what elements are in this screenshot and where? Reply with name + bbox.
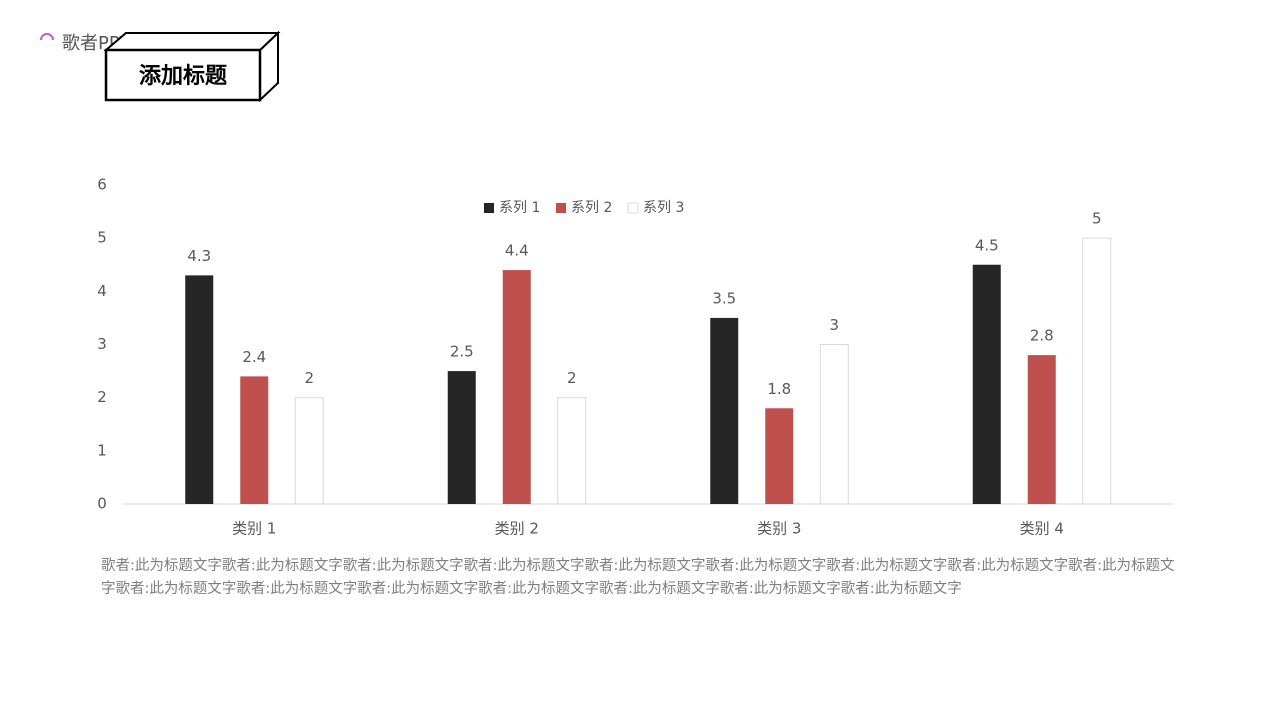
chart: 0 1 2 3 4 5 6 4.3 2.4 2 类别 1 2.5 4.4 2 类别 2 3.5 1.8 3 类别 3…	[97, 176, 1173, 538]
y-tick-label: 4	[97, 282, 107, 300]
music-microphone-icon	[39, 32, 55, 54]
data-label: 2.4	[242, 348, 266, 366]
data-label: 4.3	[187, 247, 211, 265]
data-label: 4.4	[505, 242, 529, 260]
data-label: 3	[829, 316, 839, 334]
bar-chart: 0 1 2 3 4 5 6 4.3 2.4 2 类别 1 2.5 4.4 2 类别 2 3.5 1.8 3 类别 3…	[97, 176, 1173, 538]
data-label: 3.5	[712, 289, 736, 307]
x-tick-label: 类别 1	[232, 520, 276, 538]
legend-label: 系列 2	[571, 200, 612, 216]
x-tick-label: 类别 3	[757, 520, 801, 538]
legend-swatch	[627, 202, 639, 214]
y-tick-label: 2	[97, 388, 107, 406]
y-tick-label: 5	[97, 229, 107, 247]
legend-label: 系列 3	[643, 200, 684, 216]
bar	[502, 270, 531, 504]
title-box-3d-frame	[104, 30, 281, 102]
bar	[447, 371, 476, 504]
data-label: 2.5	[450, 343, 474, 361]
bar	[819, 344, 849, 505]
data-label: 2	[304, 369, 314, 387]
page-title: 添加标题	[138, 64, 227, 89]
y-tick-label: 3	[97, 335, 107, 353]
legend-label: 系列 1	[499, 200, 540, 216]
bar	[1027, 355, 1056, 504]
y-tick-label: 1	[97, 441, 107, 459]
data-label: 4.5	[975, 236, 999, 254]
legend-swatch	[484, 203, 494, 213]
x-tick-label: 类别 4	[1020, 520, 1064, 538]
y-tick-label: 6	[97, 176, 107, 194]
data-label: 1.8	[767, 380, 791, 398]
bar	[557, 397, 587, 505]
bar	[972, 264, 1001, 504]
bar	[1082, 237, 1112, 505]
data-label: 5	[1092, 210, 1102, 228]
description-text: 歌者:此为标题文字歌者:此为标题文字歌者:此为标题文字歌者:此为标题文字歌者:此…	[101, 558, 1175, 597]
title-box: 添加标题	[104, 30, 284, 102]
bar	[185, 275, 214, 504]
x-tick-label: 类别 2	[495, 520, 539, 538]
legend-swatch	[556, 203, 566, 213]
data-label: 2	[567, 369, 577, 387]
bar	[240, 376, 269, 504]
y-tick-label: 0	[97, 495, 107, 513]
bar	[710, 317, 739, 504]
bar	[294, 397, 324, 505]
bar	[765, 408, 794, 504]
data-label: 2.8	[1030, 327, 1054, 345]
